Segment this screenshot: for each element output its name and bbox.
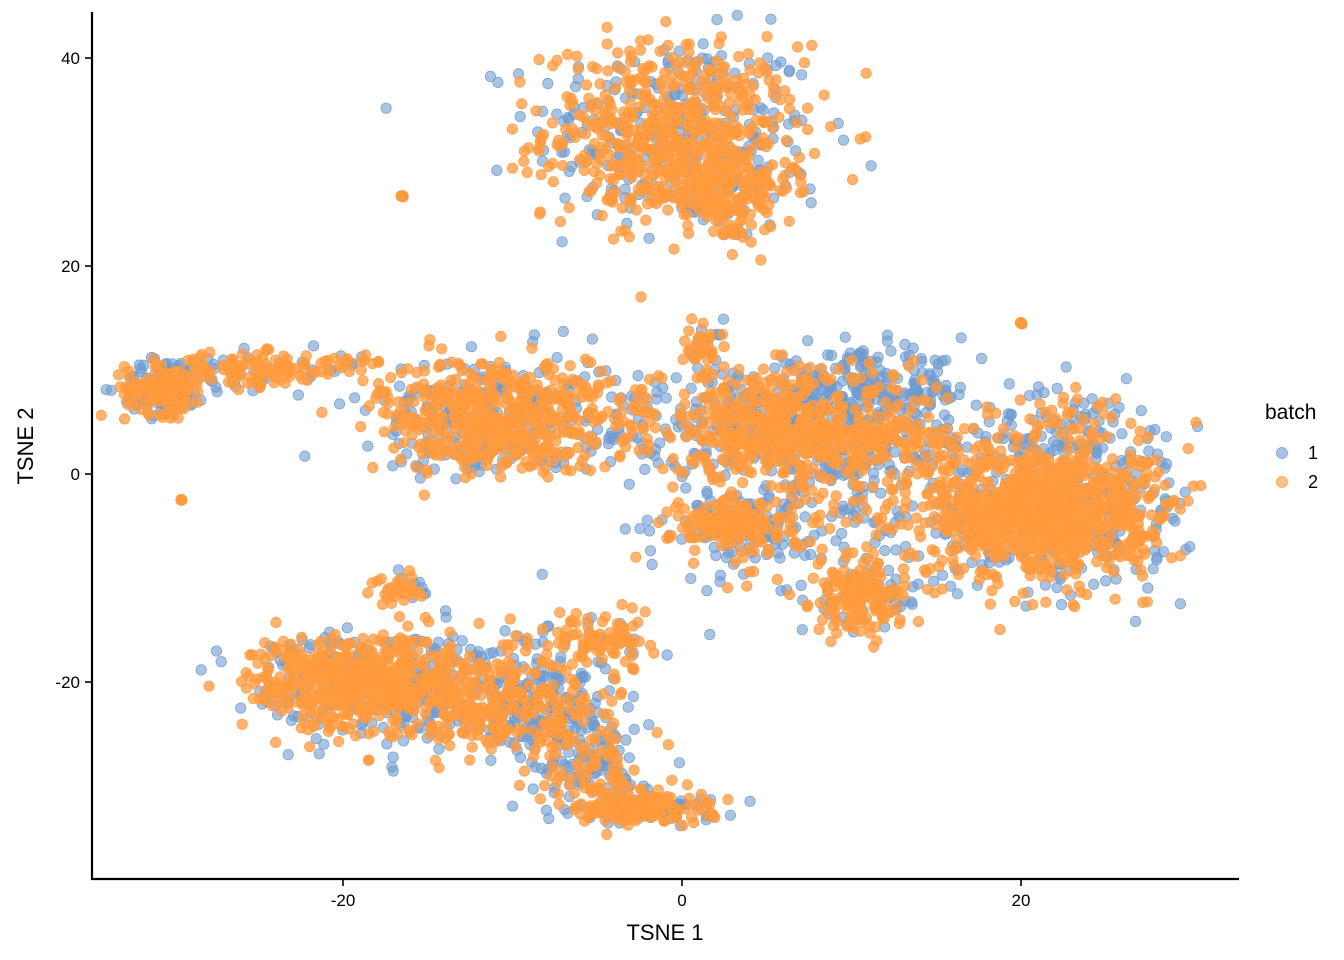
x-tick-label: 20 (1012, 891, 1031, 910)
y-axis: -20 0 20 40 (55, 12, 94, 880)
legend-label-1: 1 (1308, 443, 1318, 463)
legend-key-1-icon (1276, 447, 1288, 459)
y-tick-label: 20 (61, 257, 80, 276)
legend-title: batch (1265, 401, 1316, 424)
x-tick-label: -20 (331, 891, 356, 910)
x-axis: -20 0 20 (91, 877, 1239, 910)
x-axis-title: TSNE 1 (626, 920, 703, 945)
legend-item-batch-1: 1 (1276, 443, 1318, 463)
y-tick-label: 40 (61, 49, 80, 68)
x-tick-label: 0 (677, 891, 686, 910)
scatter-points (95, 9, 1207, 841)
legend-key-2-icon (1276, 476, 1288, 488)
legend: batch 1 2 (1265, 401, 1318, 492)
y-tick-label: 0 (71, 465, 80, 484)
y-tick-label: -20 (55, 673, 80, 692)
legend-item-batch-2: 2 (1276, 472, 1318, 492)
legend-label-2: 2 (1308, 472, 1318, 492)
y-axis-title: TSNE 2 (13, 407, 38, 484)
